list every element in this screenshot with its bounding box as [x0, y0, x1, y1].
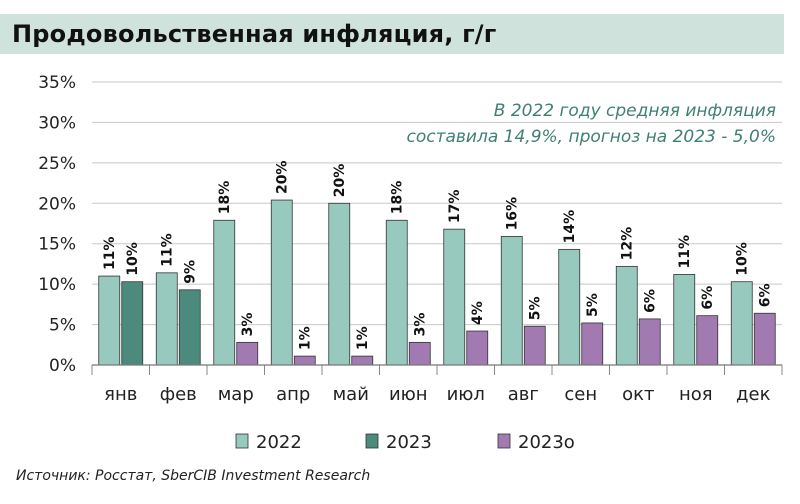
bar-2022-янв — [98, 275, 121, 366]
title-bar: Продовольственная инфляция, г/г — [0, 14, 784, 54]
data-label: 5% — [585, 293, 601, 317]
data-label: 10% — [735, 242, 751, 276]
bar-2023о-окт — [638, 318, 661, 366]
data-label: 11% — [102, 237, 118, 271]
y-tick-label: 20% — [38, 194, 76, 214]
bar-2022-июн — [385, 219, 408, 366]
bar-2023-янв — [121, 281, 144, 366]
y-tick-label: 5% — [49, 316, 76, 336]
y-tick-label: 15% — [38, 235, 76, 255]
data-label: 6% — [758, 283, 774, 307]
bar-2022-авг — [500, 236, 523, 366]
x-tick-label: сен — [564, 384, 597, 405]
annotation-line-1: В 2022 году средняя инфляция — [494, 101, 776, 121]
data-label: 3% — [240, 313, 256, 337]
bar-2023о-авг — [523, 325, 546, 366]
data-label: 11% — [677, 235, 693, 269]
legend-swatch-2022 — [235, 433, 249, 449]
legend-label: 2022 — [256, 432, 302, 453]
bar-2022-мар — [213, 219, 236, 366]
data-label: 18% — [217, 181, 233, 215]
x-tick-label: дек — [736, 384, 771, 405]
data-label: 16% — [505, 197, 521, 231]
bar-2023о-май — [351, 355, 374, 366]
bar-2023-фев — [178, 289, 201, 366]
y-tick-label: 25% — [38, 154, 76, 174]
x-tick-label: авг — [508, 384, 539, 405]
bar-2022-сен — [558, 248, 581, 366]
bar-2023о-июн — [408, 341, 431, 366]
data-label: 5% — [528, 296, 544, 320]
data-label: 9% — [183, 260, 199, 284]
x-tick-label: июл — [447, 384, 485, 405]
data-label: 20% — [275, 161, 291, 195]
bar-2023о-апр — [293, 355, 316, 366]
x-tick-label: июн — [389, 384, 428, 405]
data-label: 6% — [700, 286, 716, 310]
legend-swatch-2023 — [365, 433, 379, 449]
bar-2022-фев — [155, 272, 178, 366]
legend-label: 2023 — [386, 432, 432, 453]
annotation-line-2: составила 14,9%, прогноз на 2023 - 5,0% — [406, 127, 776, 147]
data-label: 20% — [332, 164, 348, 198]
x-tick-label: фев — [160, 384, 197, 405]
data-label: 11% — [160, 233, 176, 267]
y-tick-label: 0% — [49, 356, 76, 376]
bar-2023о-дек — [753, 312, 776, 366]
bar-2022-окт — [615, 265, 638, 366]
source-note: Источник: Росстат, SberCIB Investment Re… — [16, 468, 371, 484]
data-label: 6% — [643, 289, 659, 313]
data-label: 1% — [355, 326, 371, 350]
bar-2022-май — [328, 202, 351, 366]
bar-2023о-сен — [581, 322, 604, 366]
bar-2022-июл — [443, 228, 466, 366]
data-label: 1% — [298, 326, 314, 350]
x-tick-label: апр — [276, 384, 310, 405]
data-label: 14% — [562, 210, 578, 244]
bar-2023о-мар — [236, 341, 259, 366]
legend-swatch-2023о — [497, 433, 511, 449]
x-tick-label: ноя — [679, 384, 713, 405]
y-tick-label: 35% — [38, 73, 76, 93]
bar-2022-ноя — [673, 274, 696, 366]
x-tick-label: янв — [104, 384, 137, 405]
chart-title: Продовольственная инфляция, г/г — [12, 20, 497, 48]
data-label: 10% — [125, 242, 141, 276]
data-label: 18% — [390, 181, 406, 215]
bar-2022-апр — [270, 199, 293, 366]
data-label: 3% — [413, 313, 429, 337]
x-tick-label: окт — [622, 384, 654, 405]
x-tick-label: май — [333, 384, 369, 405]
data-label: 17% — [447, 190, 463, 224]
y-tick-label: 10% — [38, 275, 76, 295]
y-tick-label: 30% — [38, 113, 76, 133]
bar-2023о-июл — [466, 330, 489, 366]
bar-2022-дек — [730, 281, 753, 366]
bar-2023о-ноя — [696, 315, 719, 366]
legend-label: 2023о — [518, 432, 575, 453]
x-tick-label: мар — [218, 384, 254, 405]
data-label: 4% — [470, 301, 486, 325]
data-label: 12% — [620, 227, 636, 261]
